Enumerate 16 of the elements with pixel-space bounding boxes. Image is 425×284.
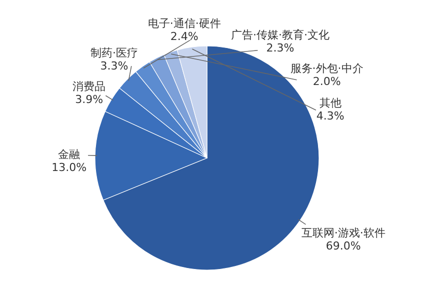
slice-label: 消费品 (72, 80, 106, 94)
slice-label: 服务·外包·中介 (290, 62, 364, 76)
data-label: 3.3% (100, 60, 128, 73)
data-label: 13.0% (52, 161, 87, 174)
data-label: 3.9% (75, 93, 104, 106)
data-label: 69.0% (326, 240, 361, 253)
slice-label: 制药·医疗 (90, 46, 138, 60)
data-label: 2.3% (266, 42, 294, 55)
slice-label: 广告·传媒·教育·文化 (230, 28, 330, 42)
slice-label: 电子·通信·硬件 (148, 17, 221, 30)
data-label: 2.4% (170, 30, 198, 44)
data-label: 2.0% (312, 75, 341, 88)
data-label: 4.3% (316, 110, 344, 123)
slice-label: 其他 (319, 96, 342, 110)
slice-label: 互联网·游戏·软件 (301, 226, 386, 240)
slice-label: 金融 (58, 148, 80, 162)
